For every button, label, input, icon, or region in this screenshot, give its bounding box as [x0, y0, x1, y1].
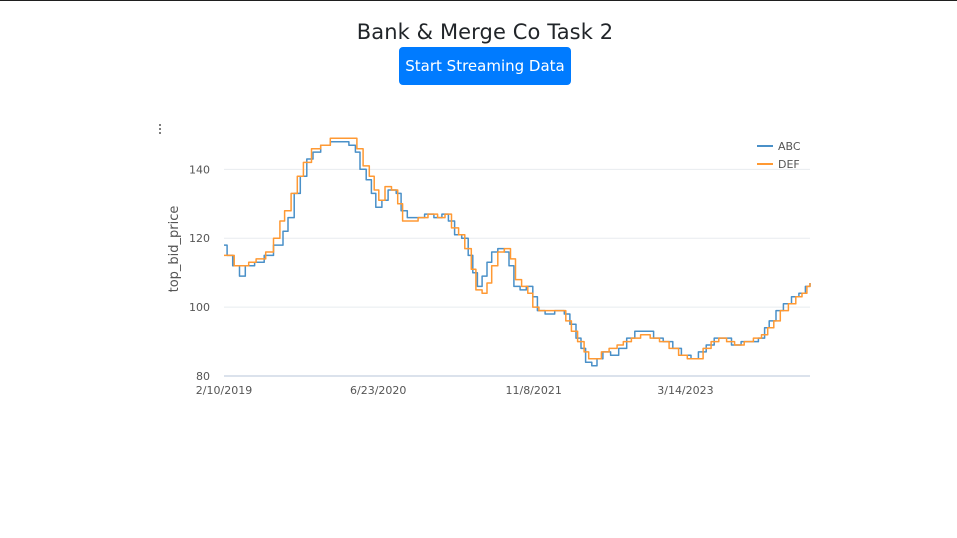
price-chart: 80 100 120 140 2/10/2019 6/23/2020 11/8/2021 3/… — [150, 118, 820, 408]
chart-legend: ABC DEF — [757, 140, 801, 171]
x-tick-label: 2/10/2019 — [196, 384, 252, 397]
page-title: Bank & Merge Co Task 2 — [356, 20, 614, 45]
legend-label-def: DEF — [778, 158, 800, 171]
x-tick-label: 3/14/2023 — [657, 384, 713, 397]
y-tick-label: 100 — [189, 301, 210, 314]
series-line-abc — [224, 141, 811, 367]
top-border-line — [0, 0, 957, 1]
series-line-def — [224, 137, 811, 360]
x-tick-label: 6/23/2020 — [350, 384, 406, 397]
y-axis-label: top_bid_price — [167, 206, 182, 293]
x-tick-label: 11/8/2021 — [505, 384, 561, 397]
start-streaming-button[interactable]: Start Streaming Data — [399, 47, 571, 85]
legend-label-abc: ABC — [778, 140, 801, 153]
y-tick-label: 80 — [196, 370, 210, 383]
kebab-menu-icon[interactable] — [156, 124, 164, 138]
chart-svg: 80 100 120 140 2/10/2019 6/23/2020 11/8/2021 3/… — [167, 137, 811, 397]
axis-layer: 80 100 120 140 2/10/2019 6/23/2020 11/8/2021 3/… — [189, 163, 810, 397]
y-tick-label: 140 — [189, 163, 210, 176]
series-layer — [224, 137, 811, 367]
y-tick-label: 120 — [189, 232, 210, 245]
grid-layer — [224, 168, 810, 308]
